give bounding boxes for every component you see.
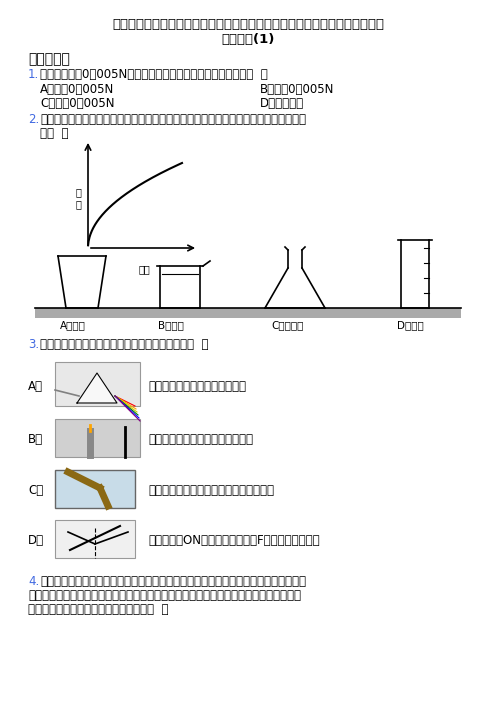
Text: 3.: 3. — [28, 338, 39, 351]
Text: A．: A． — [28, 380, 43, 393]
Text: 二十四节气是上古农耕文明的产物，在国际气象界被誉为中国第五大发明。还流传了好: 二十四节气是上古农耕文明的产物，在国际气象界被誉为中国第五大发明。还流传了好 — [40, 575, 306, 588]
Text: 4.: 4. — [28, 575, 39, 588]
Text: 2.: 2. — [28, 113, 39, 126]
Text: D．不断增加: D．不断增加 — [260, 97, 304, 110]
FancyBboxPatch shape — [55, 362, 140, 406]
Text: 宜，关于这些谚语，下列说法描述的是（  ）: 宜，关于这些谚语，下列说法描述的是（ ） — [28, 603, 169, 616]
Text: D．量筒: D．量筒 — [397, 320, 424, 330]
Text: 匀速地向某容器内注满水，容器底所受水的压强与注水时间的关系如图，这个容器可能: 匀速地向某容器内注满水，容器底所受水的压强与注水时间的关系如图，这个容器可能 — [40, 113, 306, 126]
Text: C．: C． — [28, 484, 43, 497]
Text: 蜡烛远离平面镜时，蜡烛的像变小: 蜡烛远离平面镜时，蜡烛的像变小 — [148, 433, 253, 446]
Text: 插在水中的铅笔折断了，是因为光的折射: 插在水中的铅笔折断了，是因为光的折射 — [148, 484, 274, 497]
Text: A．大于0．005N: A．大于0．005N — [40, 83, 114, 96]
Text: B．等于0．005N: B．等于0．005N — [260, 83, 334, 96]
Polygon shape — [77, 373, 117, 403]
Text: 一、选择题: 一、选择题 — [28, 52, 70, 66]
Text: B．: B． — [28, 433, 43, 446]
Text: A．量杯: A．量杯 — [60, 320, 86, 330]
Text: C．小于0．005N: C．小于0．005N — [40, 97, 115, 110]
FancyBboxPatch shape — [55, 520, 135, 558]
Text: 光的色散是由于光的反射形成的: 光的色散是由于光的反射形成的 — [148, 380, 246, 393]
Text: 1.: 1. — [28, 68, 39, 81]
Bar — [35, 308, 461, 318]
Text: 时间: 时间 — [138, 264, 150, 274]
Text: D．: D． — [28, 534, 44, 547]
Text: B．烧杯: B．烧杯 — [158, 320, 184, 330]
Text: 一只蚂蚁举着0．005N的树叶保持静止，蚂蚁对树叶的支持力（  ）: 一只蚂蚁举着0．005N的树叶保持静止，蚂蚁对树叶的支持力（ ） — [40, 68, 268, 81]
FancyBboxPatch shape — [55, 470, 135, 508]
Text: 新浙教初一科学下册第二学期七年级科学期末复习：期末模拟试题压轴试卷试: 新浙教初一科学下册第二学期七年级科学期末复习：期末模拟试题压轴试卷试 — [112, 18, 384, 31]
Text: 是（  ）: 是（ ） — [40, 127, 68, 140]
Text: 卷及答案(1): 卷及答案(1) — [221, 33, 275, 46]
Text: C．锥形瓶: C．锥形瓶 — [271, 320, 304, 330]
Text: 压
强: 压 强 — [75, 187, 81, 208]
Text: 下列对各光学现象的相应解释或描述，正确的是（  ）: 下列对各光学现象的相应解释或描述，正确的是（ ） — [40, 338, 208, 351]
Text: 只将平板镜ON由后旋转，还能在F板上看到反射光线: 只将平板镜ON由后旋转，还能在F板上看到反射光线 — [148, 534, 319, 547]
FancyBboxPatch shape — [55, 419, 140, 457]
Text: 些谚语指导着我们的农业生产。如清明前后，种瓜种豆，口露早，寒露迟，秋分种麦正适: 些谚语指导着我们的农业生产。如清明前后，种瓜种豆，口露早，寒露迟，秋分种麦正适 — [28, 589, 301, 602]
